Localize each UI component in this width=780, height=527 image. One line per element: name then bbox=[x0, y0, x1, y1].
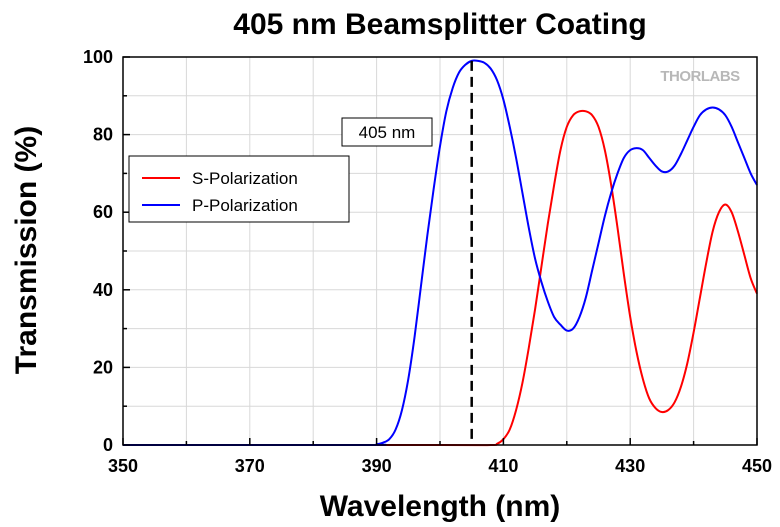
series-group bbox=[122, 59, 758, 447]
marker-label: 405 nm bbox=[359, 123, 416, 142]
tick-group bbox=[122, 56, 758, 446]
x-tick-label: 390 bbox=[362, 456, 392, 476]
legend: S-Polarization P-Polarization bbox=[128, 155, 350, 223]
x-tick-label: 410 bbox=[488, 456, 518, 476]
x-tick-label: 430 bbox=[615, 456, 645, 476]
y-tick-label: 60 bbox=[93, 202, 113, 222]
x-tick-label: 350 bbox=[108, 456, 138, 476]
chart-title: 405 nm Beamsplitter Coating bbox=[233, 8, 646, 41]
y-tick-label: 40 bbox=[93, 280, 113, 300]
y-tick-label: 20 bbox=[93, 357, 113, 377]
x-tick-label: 450 bbox=[742, 456, 772, 476]
tick-label-group: 350 370 390 410 430 450 0 20 40 60 80 100 bbox=[83, 47, 772, 476]
annotation-group: 405 nm bbox=[341, 60, 473, 445]
y-axis-title: Transmission (%) bbox=[10, 126, 43, 374]
series-line-s-polarization bbox=[123, 109, 758, 447]
y-tick-label: 0 bbox=[103, 435, 113, 455]
x-tick-label: 370 bbox=[235, 456, 265, 476]
y-tick-label: 100 bbox=[83, 47, 113, 67]
legend-box bbox=[128, 155, 350, 223]
y-tick-label: 80 bbox=[93, 125, 113, 145]
thorlabs-logo: THORLABS bbox=[660, 68, 740, 85]
grid bbox=[123, 57, 757, 445]
legend-label: P-Polarization bbox=[192, 196, 298, 215]
legend-label: S-Polarization bbox=[192, 169, 298, 188]
x-axis-title: Wavelength (nm) bbox=[320, 490, 561, 523]
series-line-p-polarization bbox=[122, 59, 758, 447]
marker-label-box bbox=[341, 117, 433, 147]
